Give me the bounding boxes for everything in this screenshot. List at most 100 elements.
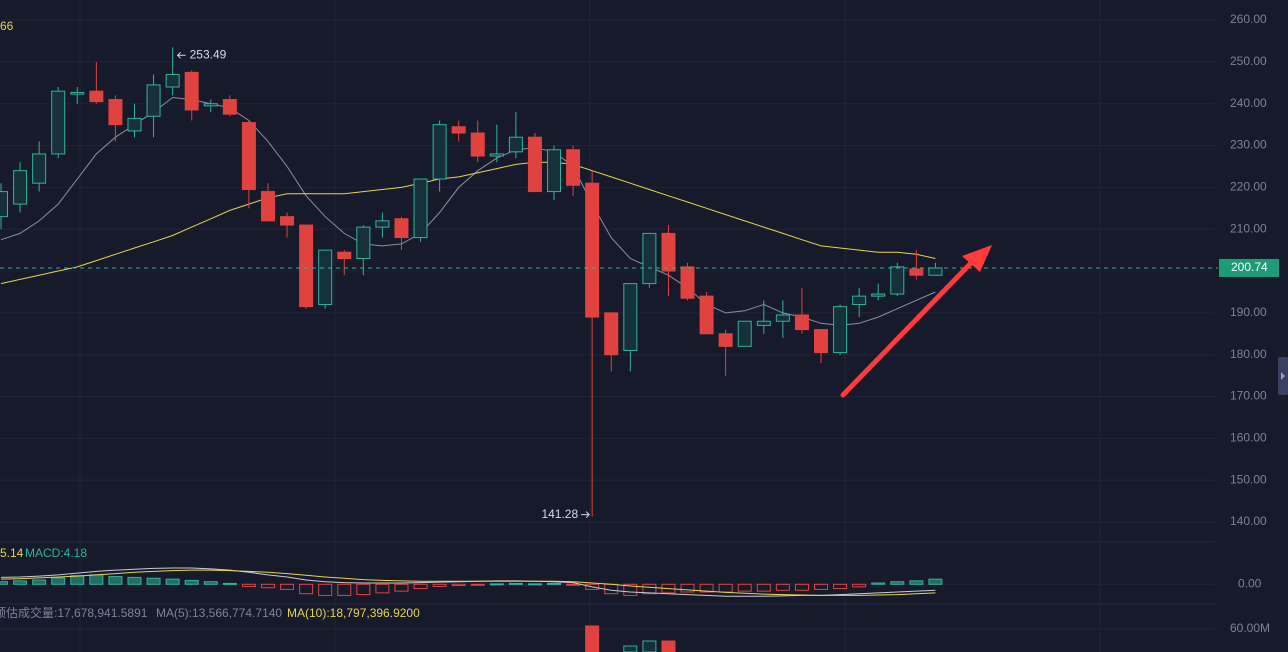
min-annotation: 141.28 <box>541 507 578 521</box>
candle-body <box>775 314 790 322</box>
macd-histogram-bar <box>222 582 237 585</box>
candle-body <box>260 191 275 222</box>
macd-histogram-bar <box>833 583 848 590</box>
candle-body <box>604 312 619 356</box>
y-tick-label: 150.00 <box>1230 472 1267 486</box>
candle-body <box>413 178 428 239</box>
macd-histogram-bar <box>375 583 390 594</box>
macd-histogram-bar <box>814 583 829 590</box>
candle-body <box>146 84 161 117</box>
macd-histogram-bar <box>203 581 218 585</box>
arrow-shaft <box>840 259 975 398</box>
candle-body <box>585 182 600 318</box>
macd-histogram-bar <box>547 582 562 585</box>
candle-body <box>508 136 523 153</box>
candle-body <box>547 149 562 193</box>
candle-body <box>680 266 695 299</box>
candle-body <box>566 149 581 186</box>
macd-histogram-bar <box>794 583 809 591</box>
candle-body <box>909 268 924 276</box>
y-tick-label: 260.00 <box>1230 12 1267 26</box>
macd-histogram-bar <box>623 583 638 596</box>
macd-histogram-bar <box>680 583 695 593</box>
macd-histogram-bar <box>70 575 85 585</box>
candle-body <box>280 216 295 226</box>
macd-histogram-bar <box>756 583 771 592</box>
ma-legend-fragment: 66 <box>0 19 14 33</box>
y-tick-label: 190.00 <box>1230 305 1267 319</box>
macd-histogram-bar <box>51 577 66 585</box>
macd-histogram-bar <box>432 583 447 587</box>
volume-bar <box>623 645 638 652</box>
macd-histogram-bar <box>928 578 943 585</box>
arrow-head <box>962 245 992 272</box>
trend-arrow <box>840 245 992 398</box>
macd-histogram-bar <box>318 583 333 596</box>
candle-body <box>451 126 466 134</box>
y-tick-label: 180.00 <box>1230 347 1267 361</box>
candle-body <box>871 293 886 297</box>
volume-ma10-label: MA(10):18,797,396.9200 <box>287 606 420 620</box>
candle-body <box>165 73 180 88</box>
volume-bar <box>661 640 676 652</box>
panel-toggle-icon[interactable] <box>1281 372 1285 380</box>
candle-body <box>489 153 504 157</box>
macd-histogram-bar <box>146 577 161 585</box>
candle-body <box>852 295 867 306</box>
y-tick-label: 250.00 <box>1230 54 1267 68</box>
candle-body <box>203 103 218 107</box>
macd-histogram-bar <box>13 580 28 585</box>
candle-body <box>890 266 905 295</box>
macd-histogram-bar <box>890 581 905 585</box>
last-price-label: 200.74 <box>1231 260 1268 274</box>
macd-histogram-bar <box>89 574 104 585</box>
candle-body <box>737 320 752 347</box>
candle-body <box>623 283 638 352</box>
y-tick-label: 160.00 <box>1230 431 1267 445</box>
candle-body <box>222 99 237 115</box>
macd-histogram-bar <box>241 583 256 587</box>
macd-histogram-bar <box>470 583 485 586</box>
max-arrow <box>176 51 186 59</box>
macd-histogram-bar <box>394 583 409 592</box>
candle-body <box>51 90 66 155</box>
candle-body <box>337 251 352 259</box>
candle-body <box>699 295 714 335</box>
macd-histogram-bar <box>642 583 657 595</box>
volume-label: 预估成交量:17,678,941.5891 <box>0 605 148 620</box>
macd-histogram-bar <box>527 583 542 586</box>
candle-body <box>642 232 657 285</box>
volume-ma5-label: MA(5):13,566,774.7140 <box>156 606 282 620</box>
candle-body <box>718 333 733 347</box>
macd-histogram-bar <box>0 581 8 585</box>
candle-body <box>432 124 447 180</box>
y-tick-label: 240.00 <box>1230 96 1267 110</box>
macd-histogram-bar <box>127 576 142 585</box>
macd-tick-label: 0.00 <box>1238 576 1262 590</box>
macd-histogram-bar <box>699 583 714 593</box>
candle-body <box>794 314 809 331</box>
candle-body <box>756 320 771 326</box>
candle-body <box>833 306 848 354</box>
macd-histogram-bar <box>508 582 523 585</box>
last-price-box <box>1219 258 1279 277</box>
macd-histogram-bar <box>165 578 180 585</box>
macd-dea-line <box>0 569 936 596</box>
macd-histogram-bar <box>775 583 790 591</box>
macd-histogram-bar <box>260 583 275 589</box>
y-tick-label: 210.00 <box>1230 221 1267 235</box>
volume-bar <box>642 640 657 652</box>
macd-histogram-bar <box>489 583 504 586</box>
y-tick-label: 220.00 <box>1230 180 1267 194</box>
macd-label: MACD:4.18 <box>25 546 87 560</box>
macd-histogram-bar <box>356 583 371 596</box>
macd-histogram-bar <box>32 579 47 585</box>
macd-histogram-bar <box>299 583 314 595</box>
candle-body <box>0 191 8 218</box>
y-tick-label: 140.00 <box>1230 514 1267 528</box>
macd-histogram-bar <box>280 583 295 590</box>
candle-body <box>299 224 314 308</box>
